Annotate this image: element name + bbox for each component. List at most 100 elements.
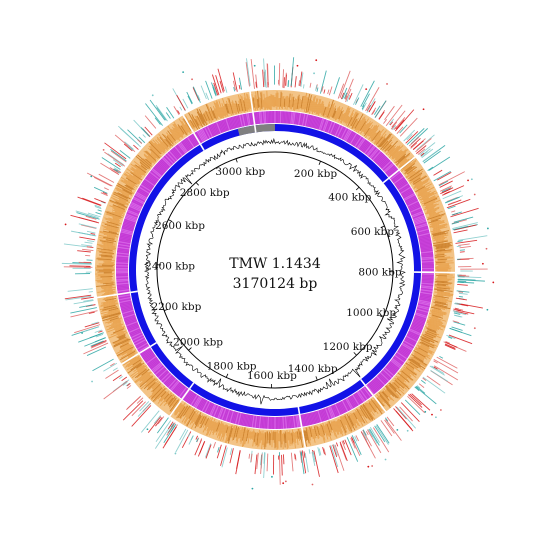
feature-mark xyxy=(79,224,97,228)
feature-mark xyxy=(423,377,445,393)
feature-dot xyxy=(175,453,177,455)
tick-label: 200 kbp xyxy=(294,168,337,180)
feature-mark xyxy=(77,251,91,252)
tick-mark xyxy=(236,159,237,163)
feature-mark xyxy=(416,387,437,404)
orange-ring-mark xyxy=(266,97,267,108)
feature-mark xyxy=(385,420,395,433)
feature-mark xyxy=(295,76,296,87)
feature-mark xyxy=(457,241,462,242)
orange-ring-mark xyxy=(283,96,284,107)
feature-mark xyxy=(434,171,451,181)
orange-ring-mark xyxy=(282,96,283,109)
feature-mark xyxy=(92,359,113,371)
feature-mark xyxy=(98,210,102,211)
feature-mark xyxy=(450,328,462,332)
feature-mark xyxy=(386,105,402,126)
feature-mark xyxy=(397,407,416,428)
feature-mark xyxy=(410,394,422,405)
feature-mark xyxy=(230,448,232,455)
tick-label: 600 kbp xyxy=(351,226,394,238)
feature-mark xyxy=(449,335,472,344)
orange-ring-mark xyxy=(281,93,282,108)
feature-mark xyxy=(143,135,146,138)
feature-mark xyxy=(79,237,95,240)
feature-mark xyxy=(68,289,93,292)
feature-mark xyxy=(451,211,455,212)
feature-mark xyxy=(460,258,473,259)
feature-mark xyxy=(94,198,105,203)
feature-mark xyxy=(396,411,412,430)
feature-mark xyxy=(317,87,318,91)
feature-dot xyxy=(103,149,105,151)
feature-mark xyxy=(301,452,304,474)
orange-ring-mark xyxy=(267,431,268,443)
feature-mark xyxy=(329,86,332,95)
feature-mark xyxy=(459,293,468,294)
feature-dot xyxy=(435,416,437,418)
feature-dot xyxy=(365,88,367,90)
tick-label: 400 kbp xyxy=(328,191,371,203)
feature-mark xyxy=(458,244,469,246)
tick-label: 2400 kbp xyxy=(145,260,195,272)
tick-label: 2000 kbp xyxy=(173,336,223,348)
orange-ring-mark xyxy=(96,276,111,277)
feature-mark xyxy=(206,444,211,458)
feature-mark xyxy=(111,151,126,162)
feature-mark xyxy=(454,217,473,222)
feature-mark xyxy=(316,85,317,91)
feature-mark xyxy=(237,450,241,469)
feature-dot xyxy=(440,409,442,411)
feature-mark xyxy=(145,116,156,129)
feature-mark xyxy=(263,70,264,87)
feature-mark xyxy=(454,230,468,233)
feature-mark xyxy=(96,212,102,214)
feature-mark xyxy=(460,246,471,247)
feature-mark xyxy=(141,127,149,136)
feature-mark xyxy=(213,442,215,448)
feature-dot xyxy=(152,94,154,96)
feature-mark xyxy=(82,249,93,250)
feature-mark xyxy=(94,177,111,186)
orange-ring-mark xyxy=(280,430,281,447)
feature-mark xyxy=(457,284,468,285)
feature-dot xyxy=(297,65,299,67)
feature-mark xyxy=(189,435,193,444)
feature-mark xyxy=(304,451,305,457)
feature-mark xyxy=(328,90,329,94)
feature-dot xyxy=(482,263,484,265)
feature-mark xyxy=(87,231,95,233)
feature-mark xyxy=(460,250,465,251)
tick-label: 2600 kbp xyxy=(155,220,205,232)
feature-mark xyxy=(79,305,92,308)
feature-dot xyxy=(254,65,256,67)
feature-mark xyxy=(104,188,109,190)
feature-mark xyxy=(87,241,94,242)
feature-dot xyxy=(285,480,287,482)
feature-dot xyxy=(431,414,433,416)
feature-mark xyxy=(284,77,285,88)
orange-ring-mark xyxy=(261,433,262,440)
feature-mark xyxy=(421,380,425,383)
feature-mark xyxy=(310,83,311,88)
feature-dot xyxy=(312,484,314,486)
feature-mark xyxy=(458,292,463,293)
feature-mark xyxy=(429,157,450,170)
feature-dot xyxy=(282,482,284,484)
feature-mark xyxy=(256,82,257,88)
feature-mark xyxy=(340,444,346,460)
feature-mark xyxy=(427,376,440,385)
feature-mark xyxy=(320,71,326,94)
feature-mark xyxy=(375,101,386,118)
feature-mark xyxy=(145,127,153,135)
feature-dot xyxy=(91,381,93,383)
feature-dot xyxy=(90,175,92,177)
feature-dot xyxy=(313,72,315,74)
feature-mark xyxy=(353,84,363,104)
feature-mark xyxy=(303,84,304,88)
feature-mark xyxy=(110,149,126,161)
feature-mark xyxy=(299,80,300,85)
